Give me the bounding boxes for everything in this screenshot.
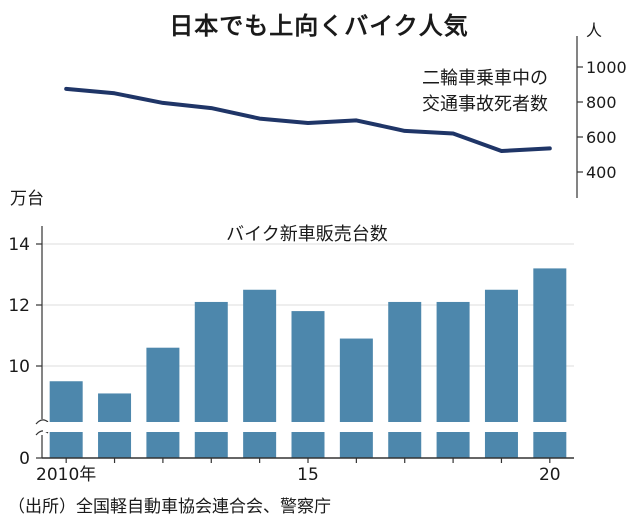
chart-title: 日本でも上向くバイク人気 [169, 12, 469, 40]
sales-bar [98, 393, 132, 422]
deaths-unit-label: 人 [586, 21, 602, 40]
deaths-tick-label: 600 [586, 128, 617, 147]
deaths-point [258, 117, 262, 121]
sales-tick-label: 10 [8, 357, 30, 377]
x-tick-label: 15 [297, 465, 319, 485]
sales-bar [339, 338, 373, 422]
sales-bar [436, 432, 470, 458]
sales-unit-label: 万台 [10, 189, 44, 209]
deaths-point [451, 131, 455, 136]
sales-bar [533, 432, 567, 458]
deaths-series-label-line2: 交通事故死者数 [422, 94, 548, 115]
deaths-tick-label: 800 [586, 93, 617, 112]
deaths-point [209, 106, 213, 110]
sales-tick-label: 0 [19, 449, 30, 469]
sales-bar [436, 301, 470, 422]
deaths-point [306, 121, 310, 125]
source-note: （出所）全国軽自動車協会連合会、警察庁 [8, 497, 331, 517]
deaths-tick-label: 400 [586, 163, 617, 182]
deaths-point [354, 118, 358, 122]
sales-bar [388, 432, 422, 458]
sales-bar [194, 301, 228, 422]
deaths-point [161, 101, 165, 105]
sales-series-label: バイク新車販売台数 [226, 224, 388, 245]
sales-bar [243, 289, 277, 422]
sales-bar [98, 432, 132, 458]
sales-bar [194, 432, 228, 458]
sales-bar [291, 432, 325, 458]
deaths-series-label-line1: 二輪車乗車中の [422, 68, 548, 89]
sales-bar [146, 347, 180, 422]
deaths-point [112, 91, 117, 95]
deaths-point [403, 129, 407, 133]
deaths-point [548, 146, 552, 150]
sales-bar [146, 432, 180, 458]
sales-bar [49, 381, 83, 422]
sales-bar [243, 432, 277, 458]
axis-break-band [43, 422, 575, 432]
sales-tick-label: 12 [8, 296, 30, 316]
sales-bar [339, 432, 373, 458]
sales-bar [49, 432, 83, 458]
axis-break-mark [35, 430, 49, 436]
sales-bar [484, 432, 518, 458]
deaths-point [499, 149, 504, 153]
deaths-tick-label: 1000 [586, 58, 627, 77]
sales-bar [484, 289, 518, 422]
x-tick-label: 20 [539, 465, 561, 485]
sales-bar [533, 268, 567, 422]
deaths-point [64, 87, 68, 91]
sales-bar [388, 301, 422, 422]
sales-bar [291, 311, 325, 422]
axis-break-mark [35, 419, 49, 425]
sales-tick-label: 14 [8, 235, 30, 255]
x-tick-label: 2010年 [36, 465, 96, 485]
